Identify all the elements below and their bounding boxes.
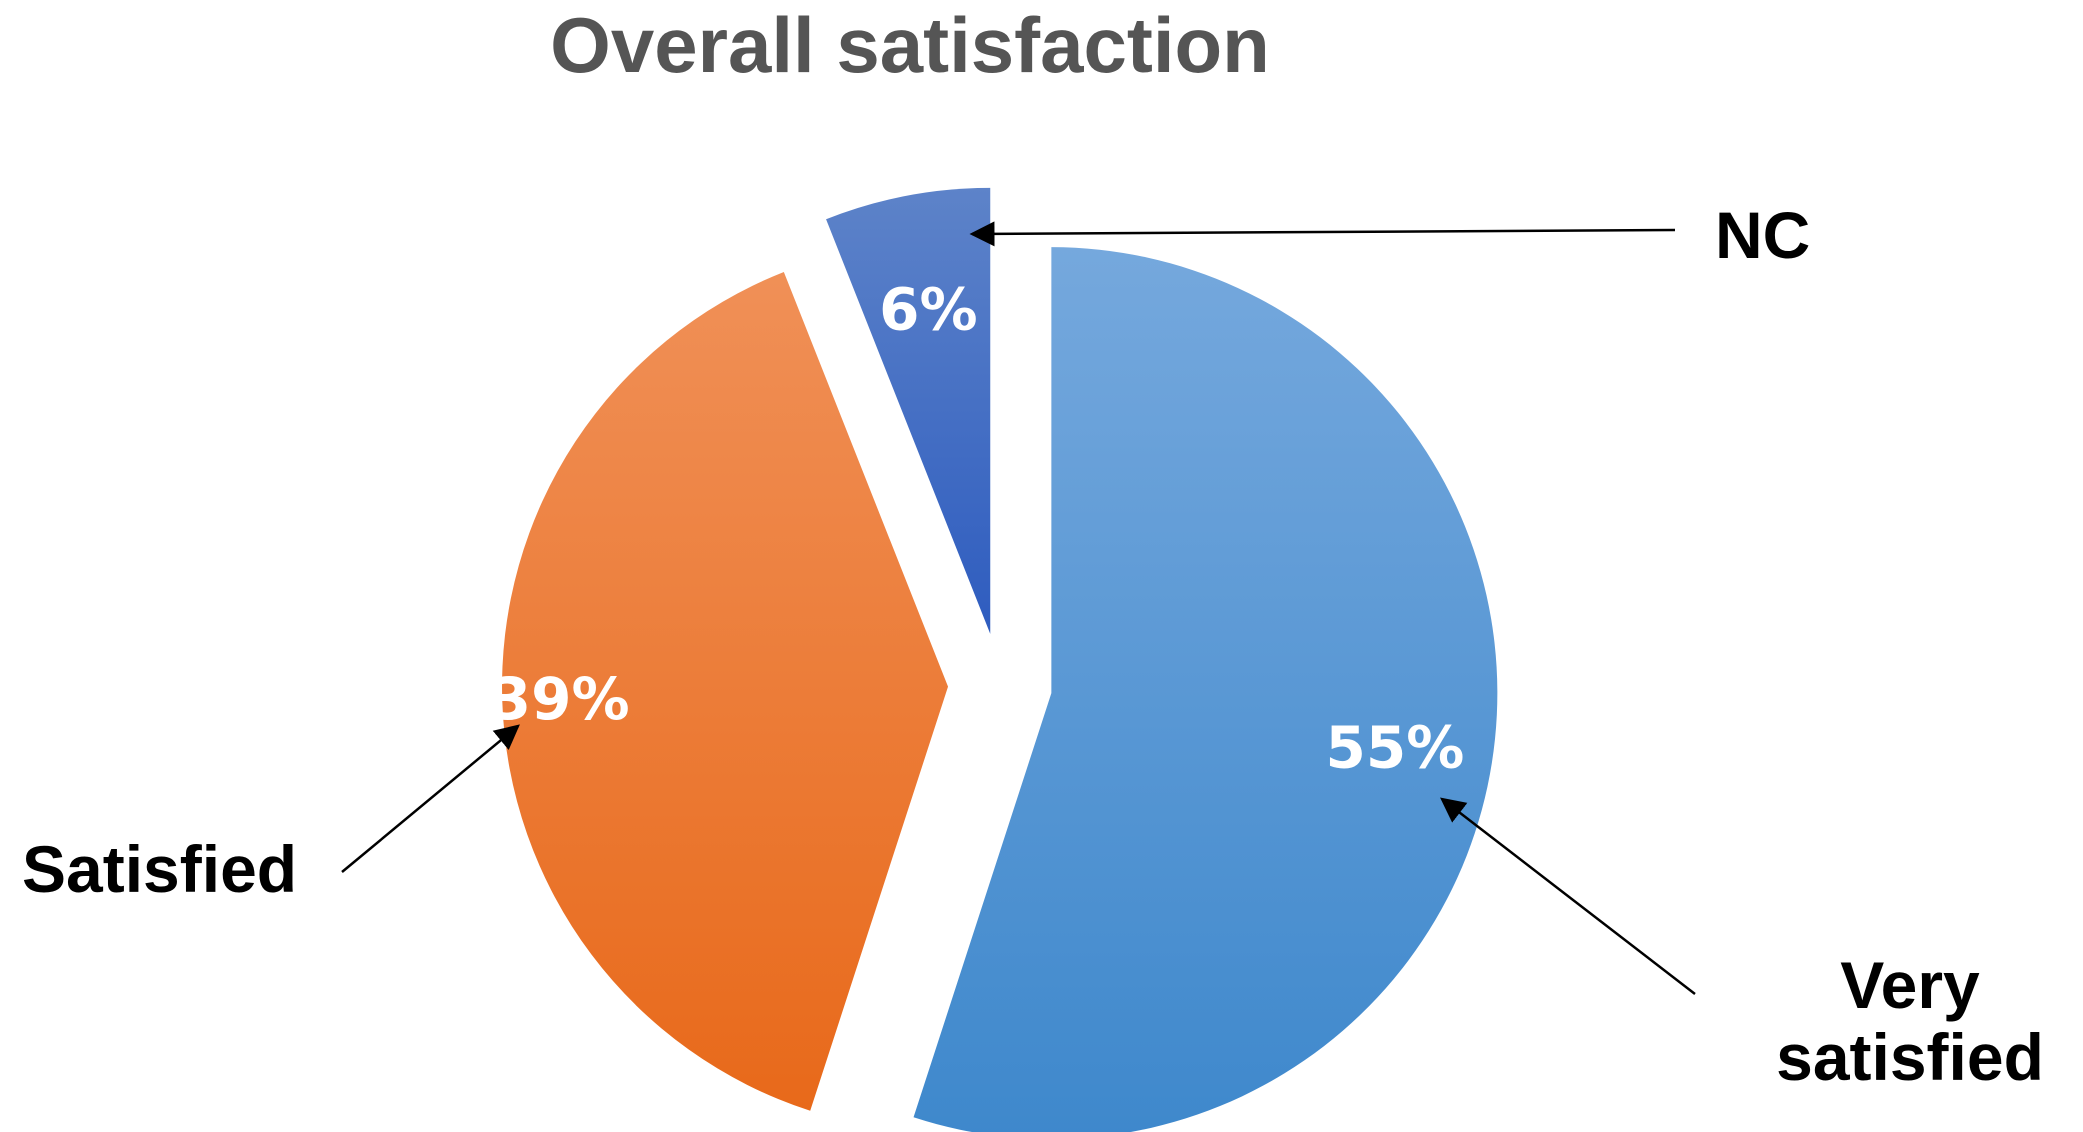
- pie-slice-satisfied: [502, 271, 949, 1111]
- very-satisfied-callout-arrow: [1440, 797, 1696, 995]
- pie-slice-nc: [826, 187, 991, 634]
- nc-callout-arrow: [969, 221, 1676, 247]
- chart-title: Overall satisfaction: [550, 1, 1270, 89]
- satisfied-label: Satisfied: [22, 832, 297, 906]
- pie-slice-very-satisfied: [913, 247, 1498, 1132]
- pct-label-satisfied: 39%: [491, 665, 630, 733]
- satisfied-callout-arrow: [341, 724, 520, 873]
- pct-label-nc: 6%: [879, 276, 977, 344]
- nc-label: NC: [1715, 198, 1810, 272]
- very-satisfied-label: Very satisfied: [1776, 948, 2044, 1094]
- pct-label-very-satisfied: 55%: [1326, 714, 1465, 782]
